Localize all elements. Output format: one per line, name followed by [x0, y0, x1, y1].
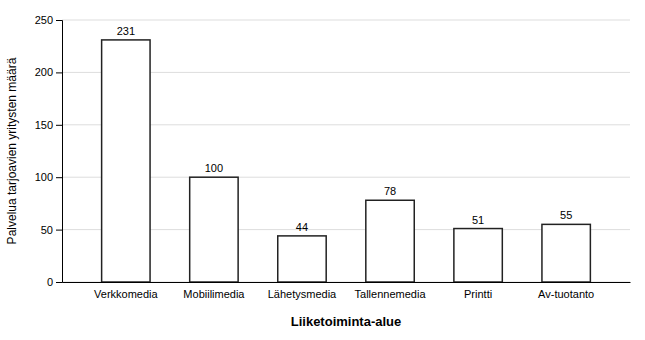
- tick: Mobiilimedia: [183, 288, 245, 300]
- tick-mark: [56, 282, 62, 283]
- tick-mark: [56, 72, 62, 73]
- tick-label: Verkkomedia: [94, 288, 158, 300]
- tick: Tallennemedia: [355, 288, 427, 300]
- y-axis: 0 50 100 150 200 250: [35, 14, 63, 288]
- plot: 231 100 44 78 51 55 0 50 100 150 200 250 Verkkomedia…: [35, 14, 631, 300]
- tick-label: 0: [47, 276, 53, 288]
- data-label: 51: [472, 214, 484, 226]
- bar: [454, 229, 502, 282]
- bar: [366, 200, 414, 282]
- tick-label: Printti: [464, 288, 492, 300]
- axis-line: [63, 282, 631, 283]
- tick-mark: [56, 20, 62, 21]
- tick: Verkkomedia: [94, 288, 158, 300]
- tick: 250: [35, 14, 62, 26]
- tick-label: 50: [41, 224, 53, 236]
- data-label: 44: [296, 221, 308, 233]
- tick-label: 150: [35, 119, 53, 131]
- tick: 50: [41, 224, 62, 236]
- tick: 100: [35, 171, 62, 183]
- tick: Lähetysmedia: [268, 288, 337, 300]
- bars: [102, 40, 591, 282]
- tick-label: Tallennemedia: [355, 288, 427, 300]
- data-labels: 231 100 44 78 51 55: [117, 25, 573, 233]
- tick-label: Lähetysmedia: [268, 288, 337, 300]
- tick-label: 200: [35, 66, 53, 78]
- x-axis: Verkkomedia Mobiilimedia Lähetysmedia Talle…: [63, 283, 631, 300]
- bar: [542, 224, 590, 282]
- tick: 150: [35, 119, 62, 131]
- tick-mark: [56, 125, 62, 126]
- bar: [278, 236, 326, 282]
- axis-line: [56, 21, 63, 283]
- x-axis-title: Liiketoiminta-alue: [291, 314, 402, 329]
- data-label: 100: [205, 162, 223, 174]
- tick: 200: [35, 66, 62, 78]
- tick: 0: [47, 276, 62, 288]
- tick-label: 250: [35, 14, 53, 26]
- bar: [102, 40, 150, 282]
- y-axis-title: Palvelua tarjoavien yritysten määrä: [5, 57, 19, 244]
- grid: [62, 20, 630, 282]
- tick-label: Av-tuotanto: [538, 288, 594, 300]
- grid-line: [62, 20, 630, 21]
- tick-mark: [56, 177, 62, 178]
- data-label: 55: [560, 209, 572, 221]
- data-label: 231: [117, 25, 135, 37]
- data-label: 78: [384, 185, 396, 197]
- tick-label: Mobiilimedia: [183, 288, 245, 300]
- bar: [190, 177, 238, 282]
- chart: 231 100 44 78 51 55 0 50 100 150 200 250 Verkkomedia…: [0, 0, 645, 340]
- tick-label: 100: [35, 171, 53, 183]
- tick: Av-tuotanto: [538, 288, 594, 300]
- tick: Printti: [464, 288, 492, 300]
- tick-mark: [56, 230, 62, 231]
